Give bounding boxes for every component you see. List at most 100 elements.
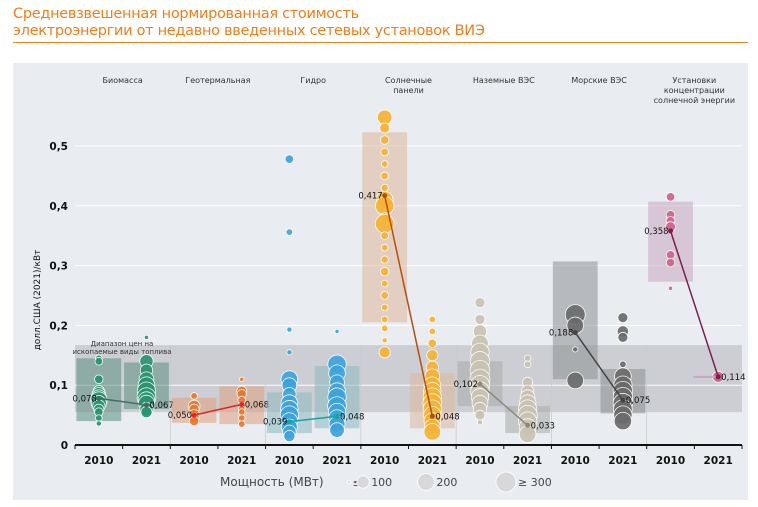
project-bubble	[286, 349, 293, 356]
project-bubble	[380, 171, 389, 181]
project-bubble	[380, 183, 389, 192]
average-trend-line	[289, 415, 338, 423]
project-bubble	[378, 346, 391, 359]
category-label: Солнечные	[385, 76, 432, 85]
project-bubble	[190, 392, 198, 400]
project-bubble	[94, 357, 104, 366]
legend-size-bubble	[495, 471, 517, 493]
project-bubble	[380, 231, 389, 240]
x-tick-label: 2021	[227, 455, 256, 467]
category-label: Гидро	[300, 76, 326, 85]
average-label: 0,033	[531, 421, 555, 431]
category-label: концентрации	[664, 86, 725, 95]
y-tick-label: 0,3	[49, 261, 68, 273]
project-bubble	[476, 419, 484, 426]
project-bubble	[95, 420, 102, 427]
project-bubble	[380, 279, 389, 288]
project-bubble	[284, 154, 295, 164]
average-trend-line	[479, 383, 529, 426]
x-tick-label: 2010	[561, 455, 590, 467]
project-bubble	[376, 109, 393, 126]
project-bubble	[143, 334, 150, 340]
project-bubble	[238, 420, 246, 428]
average-trend-line	[98, 397, 147, 406]
average-label: 0,048	[340, 412, 364, 422]
project-bubble	[428, 327, 437, 336]
project-bubble	[426, 349, 439, 362]
project-bubble	[286, 326, 293, 333]
average-marker	[143, 402, 149, 408]
average-label: 0,078	[72, 394, 96, 404]
chart-title: Средневзвешенная нормированная стоимость…	[13, 6, 485, 40]
legend-size-label: 200	[436, 476, 457, 489]
project-bubble	[427, 338, 438, 349]
category-label: Морские ВЭС	[571, 76, 627, 85]
category-label: Биомасса	[103, 76, 143, 85]
project-bubble	[380, 303, 389, 312]
average-marker	[572, 330, 578, 336]
project-bubble	[380, 324, 389, 333]
x-tick-label: 2010	[656, 455, 685, 467]
category-label: Установки	[672, 76, 716, 85]
average-label: 0,102	[454, 380, 478, 390]
project-bubble	[428, 315, 437, 324]
average-marker	[525, 422, 531, 428]
project-bubble	[380, 160, 389, 168]
x-tick-label: 2010	[179, 455, 208, 467]
project-bubble	[95, 414, 103, 422]
project-bubble	[617, 331, 629, 343]
y-tick-label: 0,2	[49, 320, 68, 332]
average-label: 0,075	[626, 396, 650, 406]
average-label: 0,067	[149, 401, 173, 411]
x-tick-label: 2021	[704, 455, 733, 467]
project-bubble	[379, 266, 390, 277]
project-bubble	[423, 423, 442, 441]
project-bubble	[380, 255, 389, 264]
project-bubble	[523, 360, 532, 368]
project-bubble	[285, 228, 294, 236]
y-tick-label: 0,1	[49, 380, 68, 392]
y-axis-label: долл.США (2021)/кВт	[33, 250, 43, 351]
project-bubble	[379, 135, 390, 145]
project-bubble	[334, 328, 340, 334]
legend-size-bubble	[356, 475, 370, 489]
legend-title: Мощность (МВт)	[220, 475, 324, 489]
project-bubble	[474, 297, 486, 309]
project-bubble	[665, 257, 676, 268]
project-bubble	[665, 250, 676, 260]
project-bubble	[94, 374, 104, 384]
average-label: 0,114	[721, 373, 745, 383]
project-bubble	[380, 147, 389, 157]
fossil-band-label: Диапазон цен на	[91, 340, 154, 348]
title-line-1: Средневзвешенная нормированная стоимость	[13, 6, 359, 22]
average-marker	[620, 397, 626, 403]
y-tick-label: 0,5	[49, 141, 68, 153]
y-tick-label: 0	[61, 440, 68, 452]
average-trend-line	[669, 230, 719, 378]
title-line-2: электроэнергии от недавно введенных сете…	[13, 23, 485, 39]
x-tick-label: 2021	[322, 455, 351, 467]
average-marker	[191, 412, 197, 418]
x-tick-label: 2010	[84, 455, 113, 467]
project-bubble	[380, 291, 389, 300]
x-tick-label: 2021	[608, 455, 637, 467]
category-label: Наземные ВЭС	[473, 76, 535, 85]
average-marker	[429, 413, 435, 419]
average-trend-line	[383, 195, 434, 417]
average-trend-line	[574, 332, 624, 401]
average-marker	[96, 395, 102, 401]
x-tick-label: 2010	[370, 455, 399, 467]
x-tick-label: 2021	[418, 455, 447, 467]
average-label: 0,188	[549, 329, 573, 339]
x-tick-label: 2021	[132, 455, 161, 467]
average-label: 0,048	[435, 412, 459, 422]
project-bubble	[380, 315, 389, 324]
legend-size-label: 100	[371, 476, 392, 489]
project-bubble	[613, 411, 633, 431]
average-marker	[668, 228, 674, 234]
legend-size-label: ≥ 300	[518, 476, 552, 489]
project-bubble	[665, 192, 676, 202]
fossil-band-label: ископаемые виды топлива	[72, 348, 171, 356]
project-bubble	[617, 312, 629, 324]
